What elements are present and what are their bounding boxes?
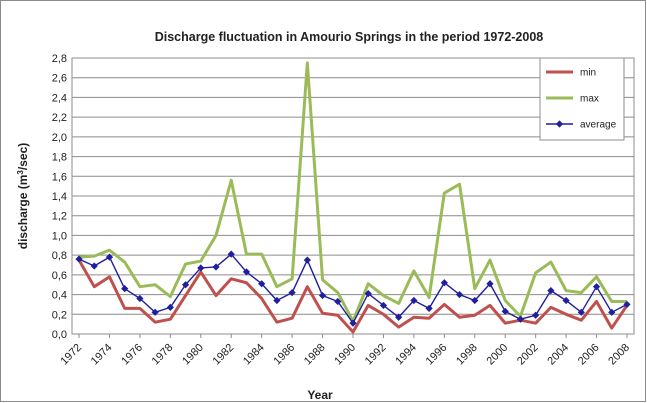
data-point-average	[577, 308, 585, 316]
data-point-average	[227, 250, 235, 258]
y-axis-label: discharge (m3/sec)	[16, 143, 30, 250]
data-point-average	[623, 300, 631, 309]
y-tick-label: 2,4	[52, 92, 67, 104]
data-point-average	[379, 301, 388, 310]
data-point-average	[181, 281, 190, 289]
data-point-average	[410, 296, 418, 305]
data-point-average	[197, 264, 205, 272]
y-axis-label-superscript: 3	[16, 170, 25, 175]
y-tick-label: 2,0	[52, 132, 67, 144]
data-point-average	[303, 256, 311, 264]
data-point-average	[136, 294, 144, 303]
data-point-average	[334, 297, 342, 306]
data-point-average	[440, 279, 448, 287]
legend-label-max: max	[580, 94, 599, 105]
y-tick-label: 0,8	[52, 250, 67, 262]
y-tick-label: 0,2	[52, 309, 67, 321]
y-tick-label: 0,4	[52, 290, 67, 302]
data-point-average	[516, 315, 525, 323]
data-point-average	[242, 268, 251, 276]
data-point-average	[547, 287, 555, 295]
y-tick-label: 1,2	[52, 211, 67, 223]
y-axis-label-text: discharge (m	[16, 175, 30, 250]
series-layer	[75, 61, 631, 334]
x-axis-label: Year	[307, 388, 333, 402]
data-point-average	[273, 296, 281, 305]
data-point-average	[105, 253, 114, 261]
data-point-average	[501, 307, 509, 315]
data-point-average	[212, 263, 220, 271]
y-tick-label: 1,8	[52, 152, 67, 164]
data-point-average	[562, 296, 570, 305]
legend-label-average: average	[580, 120, 617, 131]
data-point-average	[364, 289, 372, 298]
data-point-average	[608, 308, 616, 316]
data-point-average	[349, 319, 357, 327]
data-point-average	[318, 291, 327, 300]
data-point-average	[75, 255, 83, 263]
y-tick-label: 2,6	[52, 73, 67, 85]
chart-title: Discharge fluctuation in Amourio Springs…	[155, 30, 544, 44]
data-point-average	[258, 280, 266, 288]
data-point-average	[471, 296, 479, 305]
y-tick-label: 0,0	[52, 329, 67, 341]
y-tick-label: 2,2	[52, 112, 67, 124]
data-point-average	[532, 311, 540, 319]
y-tick-label: 1,0	[52, 230, 67, 242]
data-point-average	[90, 262, 98, 270]
y-tick-label: 2,8	[52, 53, 67, 65]
data-point-average	[592, 283, 601, 291]
data-point-average	[486, 280, 494, 288]
data-point-average	[288, 289, 296, 297]
legend-marker-average	[555, 120, 564, 128]
series-line-min	[77, 259, 629, 334]
legend: min max average	[539, 57, 625, 141]
y-tick-label: 1,6	[52, 171, 67, 183]
y-tick-label: 1,4	[52, 191, 67, 203]
legend-items: min max average	[546, 68, 617, 131]
data-point-average	[121, 285, 129, 293]
legend-label-min: min	[580, 68, 596, 79]
data-point-average	[425, 304, 433, 312]
data-point-average	[395, 313, 403, 321]
y-tick-label: 0,6	[52, 270, 67, 282]
y-axis-label-suffix: /sec)	[16, 143, 30, 170]
data-point-average	[455, 290, 464, 299]
data-point-average	[151, 308, 159, 316]
data-point-average	[166, 303, 174, 311]
y-axis-ticks: 0,0 0,2 0,4 0,6 0,8 1,0 1,2 1,4 1,6 1,8 2,0 2,2 2,4 2…	[52, 53, 67, 341]
